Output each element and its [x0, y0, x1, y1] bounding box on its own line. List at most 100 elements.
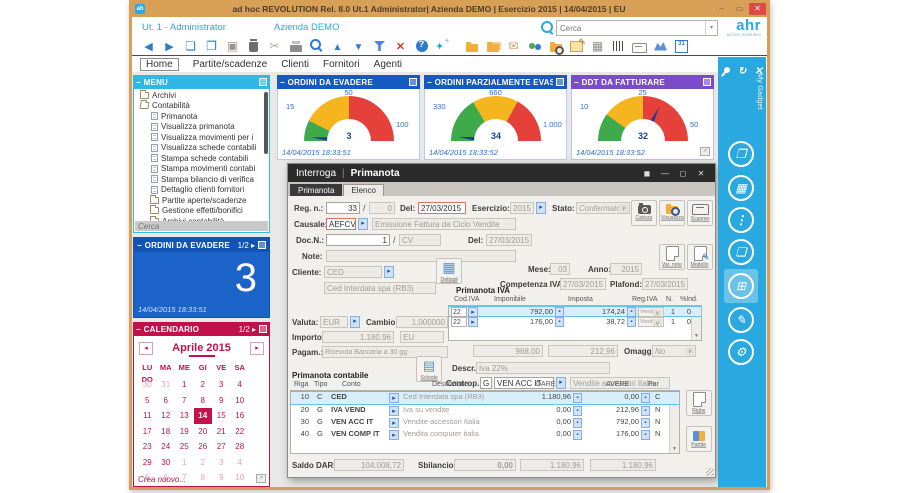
- calendar-day[interactable]: 8: [200, 473, 205, 482]
- panel-menu-icon[interactable]: [703, 78, 711, 86]
- calendar-day[interactable]: 18: [161, 426, 171, 436]
- calendar-day[interactable]: 14: [193, 408, 212, 424]
- minimize-button[interactable]: –: [719, 3, 724, 13]
- controp-code[interactable]: VEN ACC IT: [494, 377, 554, 389]
- copy-document-icon[interactable]: [202, 38, 221, 54]
- calc-icon[interactable]: [641, 418, 650, 428]
- causale-input[interactable]: AEFCV: [326, 218, 356, 230]
- users-icon[interactable]: [525, 38, 544, 54]
- calc-icon[interactable]: [573, 430, 582, 440]
- move-up-icon[interactable]: [328, 38, 347, 54]
- gadget-list-icon[interactable]: [728, 207, 754, 233]
- print-icon[interactable]: [286, 38, 305, 54]
- calendar-day[interactable]: 7: [182, 395, 187, 405]
- codiva-cell[interactable]: 22: [451, 307, 467, 317]
- calendar-day[interactable]: 3: [219, 380, 224, 389]
- calendar-day[interactable]: 1: [182, 380, 187, 389]
- contabile-row[interactable]: 10 C CED Ced Interdata spa (RB3) 1.180,9…: [291, 391, 679, 405]
- orders-tile[interactable]: − ORDINI DA EVADERE 1/2 ▸ 3 14/04/2015 1…: [133, 237, 270, 318]
- calendar-day[interactable]: 6: [163, 473, 168, 482]
- search-input[interactable]: [557, 23, 705, 33]
- calc-icon[interactable]: [641, 393, 650, 403]
- folder-icon[interactable]: [462, 38, 481, 54]
- calendar-day[interactable]: 4: [237, 380, 242, 389]
- barcode-icon[interactable]: [609, 38, 628, 54]
- calendar-day[interactable]: 5: [145, 395, 150, 405]
- tab[interactable]: Clienti: [281, 59, 309, 70]
- conto-cell[interactable]: CED: [331, 392, 347, 401]
- conto-cell[interactable]: VEN COMP IT: [331, 429, 380, 438]
- calc-icon[interactable]: [627, 307, 636, 317]
- calendar-day[interactable]: 10: [235, 473, 245, 482]
- calc-icon[interactable]: [573, 393, 582, 403]
- expand-icon[interactable]: ↗: [256, 474, 266, 483]
- dialog-tab[interactable]: Primanota: [290, 184, 343, 196]
- gadget-window-search-icon[interactable]: [728, 239, 754, 265]
- reg-input[interactable]: 33: [326, 202, 360, 214]
- zoom-icon[interactable]: [307, 38, 326, 54]
- descr-input[interactable]: Iva 22%: [476, 362, 610, 374]
- resize-grip[interactable]: [706, 468, 714, 476]
- gadget-settings-icon[interactable]: [728, 339, 754, 365]
- cattura-button[interactable]: Cattura: [631, 200, 657, 226]
- collapse-icon[interactable]: −: [136, 324, 141, 334]
- calendar-pager[interactable]: 1/2 ▸: [238, 324, 256, 334]
- close-button[interactable]: ✕: [749, 2, 766, 15]
- conto-cell[interactable]: VEN ACC IT: [331, 417, 374, 426]
- calendar-day[interactable]: 2: [200, 380, 205, 389]
- calendar-day[interactable]: 21: [216, 426, 226, 436]
- calc-icon[interactable]: [641, 430, 650, 440]
- menu-item[interactable]: Visualizza schede contabili: [134, 143, 269, 154]
- calendar-day[interactable]: 3: [219, 457, 224, 467]
- collapse-icon[interactable]: −: [280, 77, 285, 87]
- gadget-edit-icon[interactable]: [728, 307, 754, 333]
- conto-cell[interactable]: IVA VEND: [331, 405, 366, 414]
- help-icon[interactable]: [412, 38, 431, 54]
- menu-item[interactable]: Partite aperte/scadenze: [134, 194, 269, 206]
- calendar-day[interactable]: 5: [145, 473, 150, 482]
- sparkle-icon[interactable]: [433, 38, 452, 54]
- cliente-lookup-icon[interactable]: [384, 266, 394, 278]
- calendar-day[interactable]: 28: [235, 442, 245, 451]
- calculator-icon[interactable]: [588, 38, 607, 54]
- panel-menu-icon[interactable]: [259, 78, 267, 86]
- panel-menu-icon[interactable]: [556, 78, 564, 86]
- scanner-button[interactable]: Scanner: [687, 200, 713, 226]
- mail-icon[interactable]: [504, 38, 523, 54]
- refresh-icon[interactable]: [738, 61, 746, 79]
- new-document-icon[interactable]: [181, 38, 200, 54]
- tab[interactable]: Fornitori: [322, 59, 360, 70]
- calendar-day[interactable]: 26: [198, 442, 208, 451]
- note-edit-icon[interactable]: [567, 38, 586, 54]
- visualizza-button[interactable]: Visualizza: [659, 200, 685, 226]
- trash-icon[interactable]: [244, 38, 263, 54]
- righe-button[interactable]: Righe: [686, 390, 712, 416]
- menu-item[interactable]: Archivi: [134, 90, 269, 101]
- calendar-day[interactable]: 2: [200, 457, 205, 467]
- gadget-windows-icon[interactable]: [728, 141, 754, 167]
- causale-lookup-icon[interactable]: [358, 218, 368, 230]
- panel-menu-icon[interactable]: [258, 241, 266, 249]
- esercizio-lookup-icon[interactable]: [536, 202, 546, 214]
- save-icon[interactable]: [223, 38, 242, 54]
- menu-item[interactable]: Contabilità: [134, 101, 269, 112]
- calendar-day[interactable]: 30: [142, 380, 152, 389]
- collapse-icon[interactable]: −: [427, 77, 432, 87]
- calendar-day[interactable]: 12: [161, 411, 171, 420]
- calendar-day[interactable]: 9: [219, 395, 224, 405]
- collapse-icon[interactable]: −: [574, 77, 579, 87]
- docn-input[interactable]: 1: [326, 234, 390, 246]
- dialog-tab[interactable]: Elenco: [343, 184, 384, 196]
- calc-icon[interactable]: [641, 406, 650, 416]
- menu-item[interactable]: Visualizza movimenti per i: [134, 132, 269, 143]
- gadget-grid-add-icon[interactable]: [728, 273, 754, 299]
- calendar-day[interactable]: 25: [179, 442, 189, 451]
- calendar-day[interactable]: 23: [142, 442, 152, 451]
- calendar-day[interactable]: 20: [198, 426, 208, 436]
- calendar-day[interactable]: 17: [142, 426, 152, 436]
- maximize-button[interactable]: ▭: [735, 3, 744, 13]
- calendar-day[interactable]: 6: [163, 395, 168, 405]
- tab[interactable]: Partite/scadenze: [192, 59, 268, 70]
- dialog-restore-icon[interactable]: ◻: [679, 168, 687, 178]
- del1-input[interactable]: 27/03/2015: [418, 202, 466, 214]
